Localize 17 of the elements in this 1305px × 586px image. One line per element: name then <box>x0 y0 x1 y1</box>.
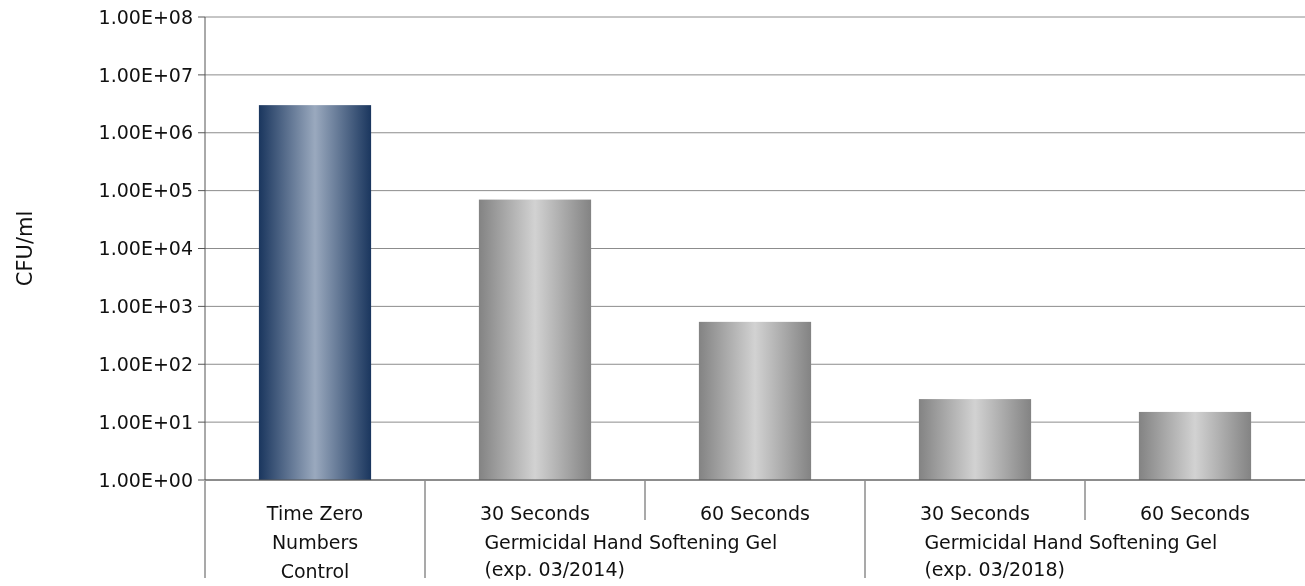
x-tick-label: 30 Seconds <box>479 502 591 524</box>
y-tick-label: 1.00E+03 <box>98 295 193 318</box>
y-tick-label: 1.00E+04 <box>98 237 193 260</box>
x-tick-label: 60 Seconds <box>1139 502 1251 524</box>
text: Germicidal Hand Softening Gel (exp. 03/2018) <box>924 531 1218 580</box>
y-tick-label: 1.00E+07 <box>98 63 193 86</box>
x-tick-label: 60 Seconds <box>699 502 811 524</box>
y-tick-label: 1.00E+05 <box>98 179 193 202</box>
x-tick-label: 30 Seconds <box>919 502 1031 524</box>
y-axis-title: CFU/ml <box>13 210 37 287</box>
y-tick-label: 1.00E+02 <box>98 352 193 375</box>
y-tick-label: 1.00E+06 <box>98 121 193 144</box>
y-tick-label: 1.00E+01 <box>98 410 193 433</box>
x-tick-label: Time Zero Numbers Control <box>265 502 364 582</box>
y-tick-label: 1.00E+08 <box>98 5 193 28</box>
text: Germicidal Hand Softening Gel (exp. 03/2014) <box>484 531 778 580</box>
y-tick-label: 1.00E+00 <box>98 468 193 491</box>
